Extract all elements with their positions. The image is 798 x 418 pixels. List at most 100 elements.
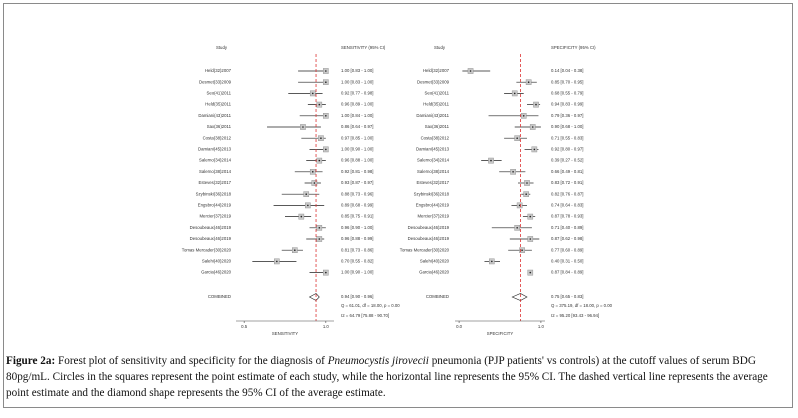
- study-label: Held(35)2011: [423, 102, 449, 107]
- study-label: Garcia(46)2020: [419, 270, 449, 275]
- caption-text: pneumonia (PJP patients' vs controls) at…: [6, 355, 768, 399]
- estimate-label: 0.85 [0.70 - 0.95]: [551, 79, 584, 84]
- study-label: Seo(41)2011: [424, 91, 449, 96]
- study-label: Desoubeaux(46)2019: [190, 236, 232, 241]
- study-label: Sax(36)2011: [425, 124, 450, 129]
- study-label: Esteves(32)2017: [199, 180, 232, 185]
- estimate-label: 0.86 [0.64 - 0.97]: [341, 124, 374, 129]
- estimate-label: 0.96 [0.90 - 1.00]: [341, 225, 374, 230]
- combined-estimate: 0.75 [0.65 - 0.83]: [551, 294, 584, 299]
- study-label: Salerno(34)2014: [199, 158, 232, 163]
- estimate-label: 0.92 [0.77 - 0.98]: [341, 91, 374, 96]
- estimate-point: [491, 260, 493, 263]
- study-label: Desmet(33)2009: [199, 79, 232, 84]
- forest-plots: Study SENSITIVITY (95% CI) Held(32)2007 1.0…: [182, 45, 613, 336]
- estimate-label: 0.90 [0.68 - 1.00]: [551, 124, 584, 129]
- estimate-label: 0.40 [0.31 - 0.50]: [551, 259, 584, 264]
- estimate-label: 1.00 [0.90 - 1.00]: [341, 270, 374, 275]
- estimate-point: [311, 171, 314, 173]
- estimate-label: 0.93 [0.87 - 0.97]: [341, 180, 374, 185]
- study-label: Desoubeaux(46)2019: [408, 225, 450, 230]
- study-label: Salehi(40)2020: [420, 259, 450, 264]
- study-label: Tomas Mercader(30)2020: [182, 247, 232, 252]
- estimate-point: [535, 103, 537, 106]
- estimate-label: 0.87 [0.62 - 0.98]: [551, 236, 584, 241]
- estimate-point: [307, 204, 309, 207]
- study-label: Costa(38)2012: [203, 135, 232, 140]
- estimate-point: [516, 227, 518, 229]
- x-tick-label: 0.5: [241, 324, 248, 329]
- study-label: Damiani(43)2011: [198, 113, 231, 118]
- estimate-label: 0.87 [0.84 - 0.89]: [551, 270, 584, 275]
- estimate-point: [516, 137, 518, 139]
- estimate-label: 0.68 [0.55 - 0.79]: [551, 91, 584, 96]
- caption-label: Figure 2a:: [6, 355, 56, 367]
- estimate-label: 0.94 [0.83 - 0.99]: [551, 102, 584, 107]
- estimate-label: 0.92 [0.80 - 0.97]: [551, 147, 584, 152]
- study-label: Garcia(46)2020: [201, 270, 231, 275]
- caption-text: Forest plot of sensitivity and specifici…: [58, 355, 325, 367]
- estimate-point: [527, 81, 530, 83]
- estimate-label: 0.79 [0.36 - 0.97]: [551, 113, 584, 118]
- study-label: Salerno(38)2014: [199, 169, 232, 174]
- estimate-point: [531, 126, 534, 128]
- figure: Study SENSITIVITY (95% CI) Held(32)2007 1.0…: [3, 3, 793, 408]
- estimate-point: [311, 92, 314, 95]
- estimate-label: 0.70 [0.55 - 0.82]: [341, 259, 374, 264]
- study-label: Salerno(34)2014: [417, 158, 450, 163]
- study-label: Costa(38)2012: [421, 135, 450, 140]
- stat-text: I2 = 95.20 [93.43 - 96.94]: [551, 313, 599, 318]
- estimate-label: 0.89 [0.68 - 0.99]: [341, 203, 374, 208]
- estimate-point: [325, 271, 327, 274]
- estimate-point: [529, 238, 532, 240]
- study-label: Esteves(32)2017: [417, 180, 450, 185]
- study-label: Damiani(45)2013: [198, 147, 232, 152]
- estimate-point: [325, 81, 327, 83]
- study-header: Study: [216, 45, 228, 50]
- study-label: Sax(36)2011: [207, 124, 232, 129]
- estimate-point: [513, 92, 516, 95]
- study-label: Szybinski(36)2018: [196, 191, 232, 196]
- estimate-point: [318, 238, 321, 240]
- combined-diamond: [308, 293, 320, 301]
- estimate-point: [521, 249, 523, 251]
- estimate-point: [320, 137, 322, 139]
- estimate-point: [325, 115, 327, 117]
- estimate-point: [325, 148, 327, 151]
- estimate-point: [490, 159, 492, 162]
- estimate-label: 0.87 [0.78 - 0.93]: [551, 214, 584, 219]
- study-label: Desoubeaux(46)2019: [190, 225, 232, 230]
- estimate-point: [533, 148, 536, 151]
- combined-estimate: 0.94 [0.90 - 0.96]: [341, 294, 374, 299]
- estimate-label: 0.66 [0.49 - 0.81]: [551, 169, 584, 174]
- estimate-label: 0.77 [0.60 - 0.89]: [551, 247, 584, 252]
- estimate-label: 0.71 [0.55 - 0.83]: [551, 135, 584, 140]
- study-label: Held(32)2007: [205, 68, 232, 73]
- estimate-point: [318, 227, 321, 229]
- study-label: Held(32)2007: [423, 68, 450, 73]
- study-label: Salerno(38)2014: [417, 169, 450, 174]
- estimate-label: 0.81 [0.73 - 0.86]: [341, 247, 374, 252]
- x-tick-label: 1.0: [538, 324, 545, 329]
- study-label: Mercier(37)2019: [199, 214, 231, 219]
- estimate-label: 1.00 [0.83 - 1.00]: [341, 79, 374, 84]
- estimate-label: 0.97 [0.85 - 1.00]: [341, 135, 374, 140]
- estimate-point: [276, 260, 278, 263]
- caption: Figure 2a: Forest plot of sensitivity an…: [6, 353, 786, 401]
- estimate-label: 0.83 [0.72 - 0.91]: [551, 180, 584, 185]
- study-label: Szybinski(36)2018: [414, 191, 450, 196]
- estimate-label: 0.92 [0.81 - 0.98]: [341, 169, 374, 174]
- estimate-point: [300, 215, 303, 218]
- estimate-point: [526, 182, 528, 184]
- combined-label: COMBINED: [208, 294, 231, 299]
- estimate-header: SPECIFICITY (95% CI): [551, 45, 596, 50]
- estimate-point: [325, 70, 327, 72]
- combined-label: COMBINED: [426, 294, 449, 299]
- study-header: Study: [434, 45, 446, 50]
- estimate-label: 0.85 [0.75 - 0.91]: [341, 214, 374, 219]
- estimate-point: [313, 182, 316, 184]
- estimate-point: [318, 103, 321, 106]
- study-label: Salehi(40)2020: [202, 259, 232, 264]
- study-label: Desmet(33)2009: [417, 79, 450, 84]
- estimate-label: 0.82 [0.76 - 0.87]: [551, 191, 584, 196]
